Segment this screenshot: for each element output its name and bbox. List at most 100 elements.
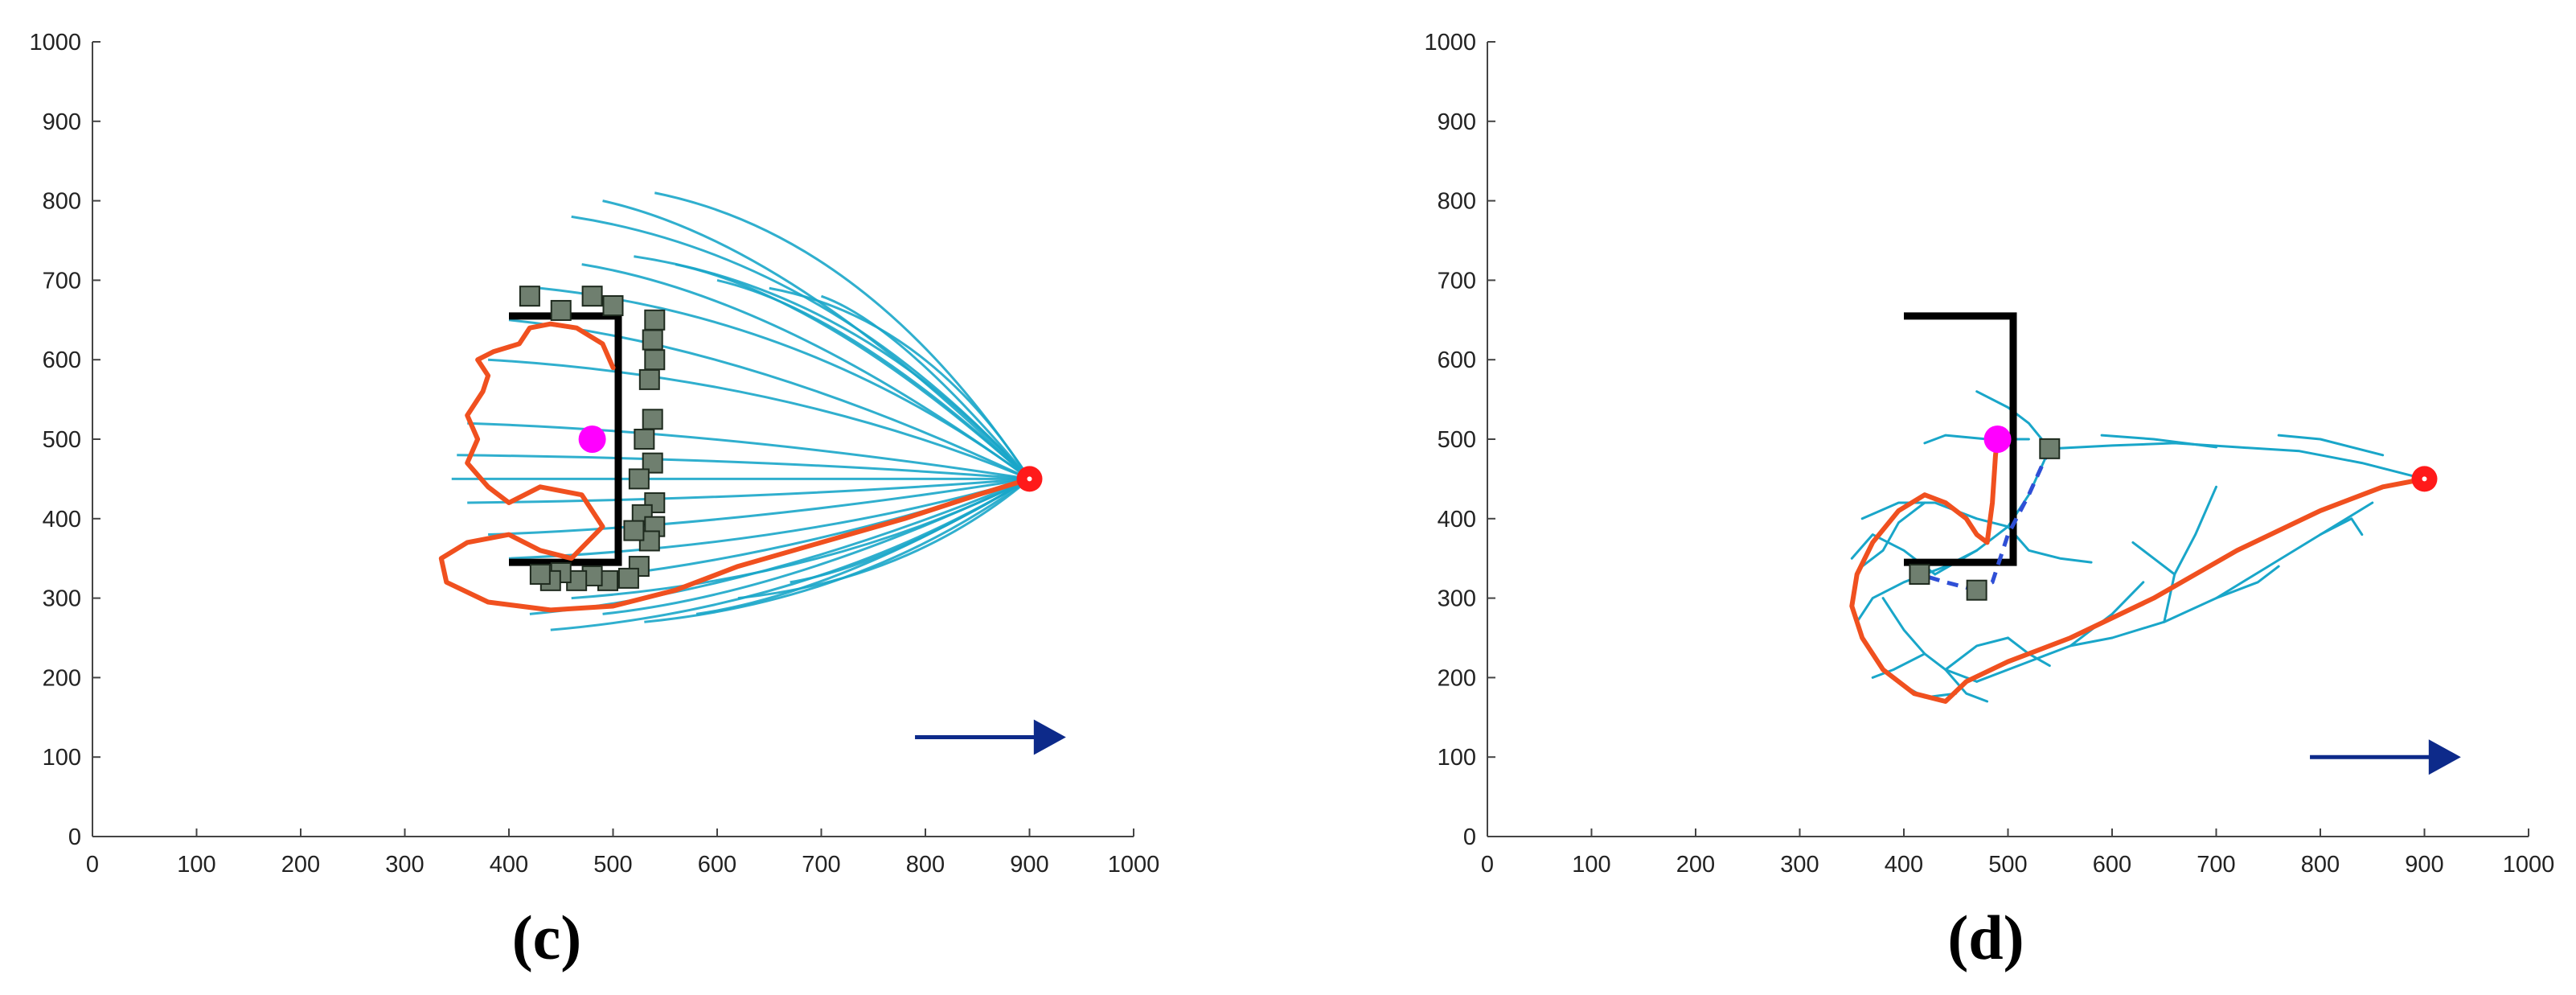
- start-marker-c: [578, 426, 606, 453]
- x-tick-label-c: 0: [86, 852, 99, 878]
- direction-arrow-head-d: [2428, 739, 2461, 775]
- tree-branch: [508, 319, 1031, 480]
- node-marker: [628, 468, 650, 490]
- tree-branch: [2110, 501, 2374, 639]
- node-marker: [2039, 438, 2061, 459]
- node-marker: [519, 286, 540, 307]
- node-marker: [550, 299, 572, 321]
- start-marker-d: [1983, 426, 2012, 453]
- goal-marker-center-d: [2422, 476, 2427, 482]
- tree-branch: [2048, 442, 2426, 480]
- x-tick-label-d: 500: [1988, 852, 2027, 878]
- x-tick-label-c: 300: [385, 852, 424, 878]
- node-marker: [644, 349, 666, 371]
- tree-branch: [737, 478, 1031, 600]
- tree-branch: [602, 478, 1031, 615]
- y-tick-label-c: 700: [43, 268, 81, 294]
- tree-branch: [508, 477, 1030, 560]
- tree-branch: [571, 215, 1031, 480]
- node-marker: [1966, 579, 1987, 601]
- tree-branch: [1944, 636, 2009, 671]
- y-tick-label-d: 700: [1438, 268, 1476, 294]
- tree-branch: [467, 477, 1030, 504]
- node-marker: [529, 563, 551, 585]
- x-tick-label-c: 100: [177, 852, 215, 878]
- x-tick-label-c: 1000: [1108, 852, 1160, 878]
- node-marker: [634, 429, 655, 450]
- tree-branch: [769, 286, 1031, 480]
- y-tick-label-c: 500: [43, 427, 81, 453]
- y-tick-label-c: 200: [43, 665, 81, 691]
- x-tick-label-c: 600: [698, 852, 736, 878]
- y-tick-label-d: 800: [1438, 189, 1476, 215]
- x-tick-label-d: 700: [2197, 852, 2235, 878]
- tree-branch: [488, 358, 1031, 480]
- rrt-tree-d: [1850, 390, 2426, 703]
- direction-arrow-head-c: [1033, 719, 1066, 755]
- tree-branch: [1860, 501, 2009, 528]
- tree-branch: [2215, 565, 2280, 600]
- tree-branch: [602, 199, 1031, 480]
- y-tick-label-c: 0: [68, 824, 81, 850]
- node-marker: [644, 309, 666, 331]
- tree-branch: [1975, 636, 2114, 683]
- y-tick-label-c: 800: [43, 189, 81, 215]
- node-marker: [638, 530, 660, 552]
- x-tick-label-d: 800: [2301, 852, 2340, 878]
- x-tick-label-c: 400: [490, 852, 528, 878]
- x-tick-label-c: 800: [906, 852, 945, 878]
- tree-branch: [1944, 668, 1989, 703]
- tree-branch: [2163, 485, 2217, 623]
- x-tick-label-d: 400: [1885, 852, 1923, 878]
- x-tick-label-d: 100: [1572, 852, 1610, 878]
- x-tick-label-d: 600: [2093, 852, 2131, 878]
- tree-branch: [1975, 390, 2051, 450]
- y-tick-label-d: 500: [1438, 427, 1476, 453]
- tree-branch: [634, 255, 1031, 480]
- tree-branch: [2007, 525, 2093, 564]
- node-marker: [638, 368, 660, 390]
- y-tick-label-c: 400: [43, 507, 81, 532]
- x-tick-label-c: 200: [281, 852, 320, 878]
- y-tick-label-c: 600: [43, 347, 81, 373]
- y-tick-label-d: 1000: [1424, 30, 1476, 56]
- y-tick-label-c: 100: [43, 745, 81, 771]
- tree-branch: [821, 294, 1031, 480]
- obstacle-wall-d: [1904, 312, 2017, 566]
- node-marker: [1909, 563, 1930, 585]
- tree-branch: [467, 421, 1030, 480]
- panel-c: 0 100 200 300 400 500 600 700 800 900 1000 0 100 200 3…: [29, 30, 1159, 972]
- tree-branch: [488, 477, 1030, 537]
- node-marker: [581, 286, 603, 307]
- node-marker: [617, 567, 639, 589]
- tree-branch: [2319, 517, 2364, 537]
- x-tick-label-d: 200: [1676, 852, 1715, 878]
- tree-branch: [581, 263, 1031, 480]
- plot-area-c: 0 100 200 300 400 500 600 700 800 900 1000 0 100 200 3…: [29, 30, 1159, 878]
- panel-label-d: (d): [1947, 902, 2024, 972]
- y-tick-label-d: 300: [1438, 586, 1476, 612]
- x-tick-label-c: 700: [802, 852, 840, 878]
- tree-branch: [2131, 541, 2176, 576]
- y-tick-label-d: 100: [1438, 745, 1476, 771]
- node-marker: [642, 409, 663, 430]
- tree-branch: [457, 454, 1030, 480]
- y-tick-label-d: 600: [1438, 347, 1476, 373]
- tree-branch: [790, 478, 1031, 584]
- y-tick-label-d: 0: [1463, 824, 1476, 850]
- x-tick-label-c: 500: [593, 852, 632, 878]
- goal-marker-center-c: [1027, 476, 1032, 482]
- planned-path-c: [438, 321, 1032, 613]
- node-marker: [642, 329, 663, 351]
- planned-path-d: [1849, 437, 2427, 704]
- y-tick-label-c: 1000: [29, 30, 81, 56]
- x-tick-label-d: 1000: [2503, 852, 2555, 878]
- y-tick-label-d: 900: [1438, 109, 1476, 135]
- node-marker: [623, 520, 645, 541]
- tree-branch: [2069, 581, 2145, 648]
- plot-area-d: 0 100 200 300 400 500 600 700 800 900 1000 0 100 200 3…: [1424, 30, 2554, 878]
- panel-label-c: (c): [512, 902, 582, 972]
- tree-branch: [2100, 434, 2217, 449]
- x-tick-label-c: 900: [1010, 852, 1048, 878]
